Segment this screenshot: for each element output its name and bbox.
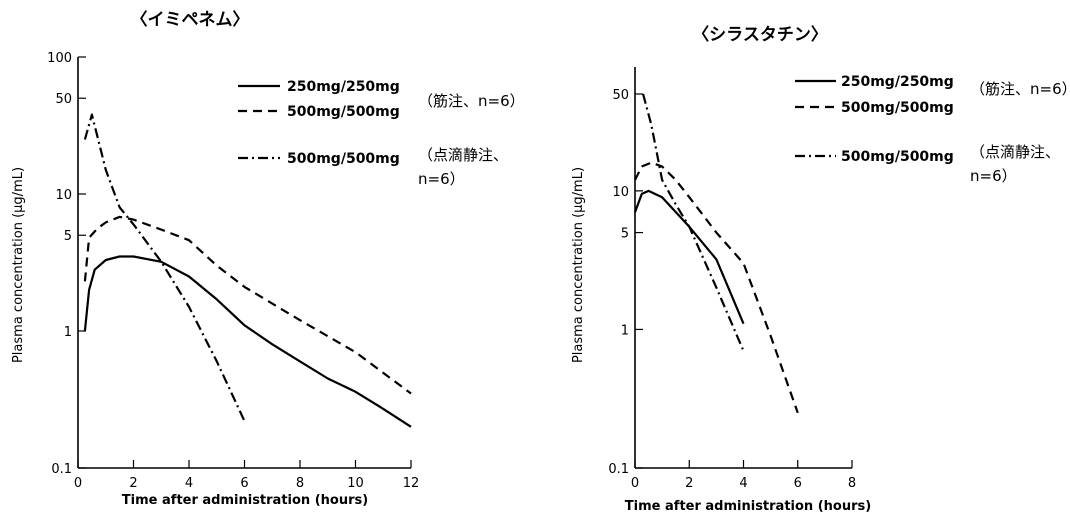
y-axis-label: Plasma concentration (μg/mL): [11, 167, 26, 363]
y-tick-label: 1: [64, 325, 72, 340]
chart-cilastatin: 〈シラスタチン〉 50 10 5 1 0.10 2 4 6 8 Time after adminis…: [571, 24, 1070, 514]
series-line-dashdot: [83, 113, 246, 422]
x-tick-label: 4: [185, 476, 193, 491]
x-tick-label: 4: [739, 476, 747, 491]
x-tick-label: 12: [403, 476, 420, 491]
chart-title: 〈シラスタチン〉: [692, 24, 828, 45]
x-tick-label: 2: [129, 476, 137, 491]
legend-label: 500mg/500mg: [287, 151, 400, 167]
y-tick-label: 5: [621, 227, 629, 242]
y-tick-label: 0.1: [51, 462, 72, 477]
legend-label: 250mg/250mg: [841, 74, 954, 90]
legend-label: 500mg/500mg: [287, 104, 400, 120]
legend-label: 250mg/250mg: [287, 79, 400, 95]
x-tick-label: 6: [794, 476, 802, 491]
chart-title: 〈イミペネム〉: [131, 9, 250, 30]
x-tick-label: 6: [240, 476, 248, 491]
legend-note: n=6）: [970, 167, 1017, 185]
x-tick-label: 0: [631, 476, 639, 491]
y-axis-label: Plasma concentration (μg/mL): [571, 167, 586, 363]
y-tick-label: 1: [621, 323, 629, 338]
legend-note: （筋注、n=6）: [970, 80, 1070, 98]
chart-imipenem: 〈イミペネム〉 100 50 10 5 1 0.10 2 4 6 8 10 12 Time after a…: [11, 9, 525, 508]
x-tick-label: 8: [296, 476, 304, 491]
series-line-solid: [633, 189, 745, 325]
y-tick-label: 50: [55, 92, 72, 107]
series-line-dashdot: [642, 93, 745, 352]
y-tick-label: 100: [47, 51, 72, 66]
y-tick-label: 5: [64, 229, 72, 244]
series-line-dashed: [634, 161, 799, 414]
x-tick-label: 0: [74, 476, 82, 491]
legend-note: （点滴静注、: [970, 143, 1060, 161]
series-line-dashed: [83, 215, 412, 395]
y-tick-label: 10: [55, 188, 72, 203]
legend-note: （筋注、n=6）: [418, 92, 525, 110]
y-tick-label: 50: [612, 88, 629, 103]
legend-label: 500mg/500mg: [841, 100, 954, 116]
legend-note: （点滴静注、: [418, 146, 508, 164]
x-tick-label: 8: [848, 476, 856, 491]
x-tick-label: 2: [685, 476, 693, 491]
x-axis-label: Time after administration (hours): [625, 499, 871, 514]
y-tick-label: 0.1: [608, 462, 629, 477]
legend-note: n=6）: [418, 170, 465, 188]
x-tick-label: 10: [347, 476, 364, 491]
x-axis-label: Time after administration (hours): [122, 493, 368, 508]
legend-label: 500mg/500mg: [841, 149, 954, 165]
series-line-solid: [83, 255, 412, 428]
y-tick-label: 10: [612, 185, 629, 200]
